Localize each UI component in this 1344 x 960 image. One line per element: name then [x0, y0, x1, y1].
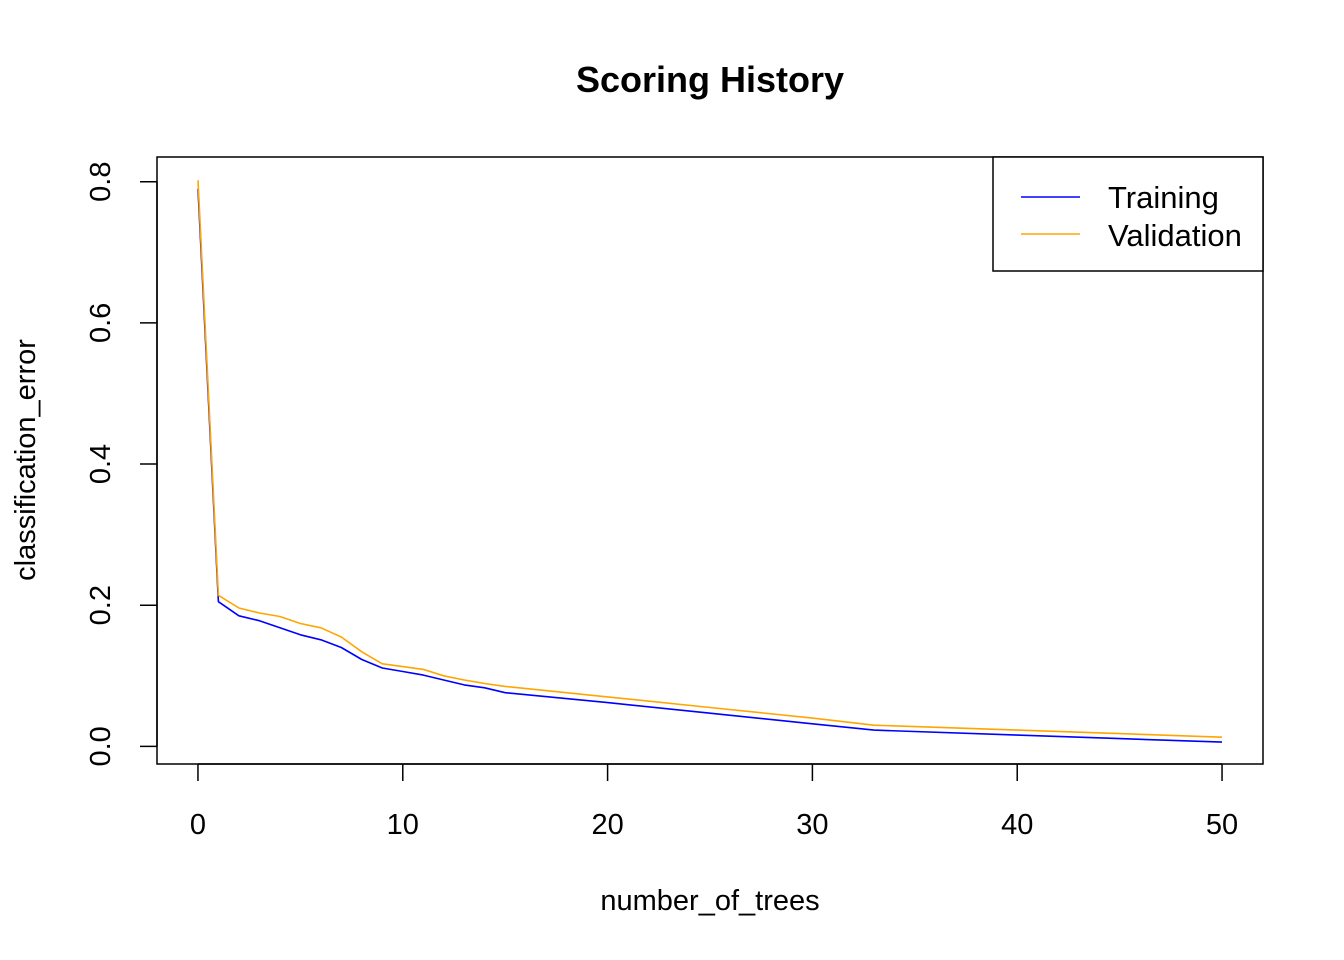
- chart-title: Scoring History: [576, 59, 844, 100]
- y-axis-label: classification_error: [10, 339, 42, 581]
- series-layer: [197, 180, 1223, 743]
- legend-label-training: Training: [1108, 180, 1219, 215]
- x-axis-label: number_of_trees: [600, 885, 819, 917]
- y-tick-label: 0.0: [85, 726, 117, 766]
- y-axis: 0.0 0.2 0.4 0.6 0.8: [85, 162, 158, 767]
- x-axis: 0 10 20 30 40 50: [190, 763, 1238, 841]
- x-tick-label: 30: [796, 809, 828, 841]
- y-tick-label: 0.4: [85, 444, 117, 484]
- x-tick-label: 20: [591, 809, 623, 841]
- x-tick-label: 50: [1206, 809, 1238, 841]
- x-tick-label: 10: [387, 809, 419, 841]
- legend-label-validation: Validation: [1108, 218, 1242, 253]
- series-line-validation: [197, 180, 1223, 738]
- y-tick-label: 0.6: [85, 303, 117, 343]
- legend: Training Validation: [992, 156, 1264, 272]
- series-line-training: [197, 188, 1223, 743]
- y-tick-label: 0.2: [85, 585, 117, 625]
- x-tick-label: 0: [190, 809, 206, 841]
- legend-box: [992, 156, 1264, 272]
- x-tick-label: 40: [1001, 809, 1033, 841]
- y-tick-label: 0.8: [85, 162, 117, 202]
